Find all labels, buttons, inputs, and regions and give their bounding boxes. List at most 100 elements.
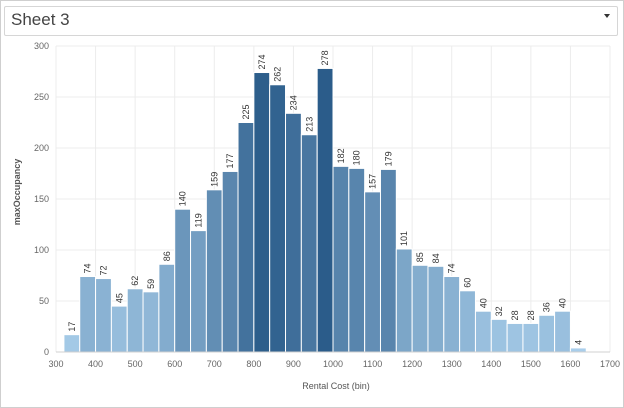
sheet-title: Sheet 3: [11, 10, 70, 29]
bar-value-label: 262: [273, 67, 283, 82]
histogram-bar[interactable]: [490, 318, 508, 353]
x-tick-label: 900: [286, 359, 301, 369]
histogram-bar[interactable]: [364, 191, 381, 353]
value-labels-layer: 17 74 72 45 62 59 86 140 119 159 177 225 274 262 234 21…: [67, 50, 584, 345]
bar-value-label: 74: [447, 264, 457, 274]
bar-value-label: 225: [241, 104, 251, 119]
bar-value-label: 72: [98, 266, 108, 276]
histogram-bar[interactable]: [506, 322, 524, 353]
x-tick-label: 1600: [560, 359, 580, 369]
bar-value-label: 85: [415, 252, 425, 262]
histogram-bar[interactable]: [174, 208, 192, 353]
y-axis-title: maxOccupancy: [12, 159, 22, 226]
bar-value-label: 119: [193, 213, 203, 227]
y-tick-label: 200: [34, 143, 49, 153]
x-tick-label: 800: [246, 359, 261, 369]
x-axis: 300 400 500 600 700 800 900 1000 1100 1200 1300 140…: [48, 351, 620, 369]
bar-value-label: 28: [526, 310, 536, 320]
bar-value-label: 179: [383, 151, 393, 166]
bar-value-label: 40: [478, 298, 488, 308]
bar-value-label: 40: [558, 298, 568, 308]
bar-value-label: 62: [130, 276, 140, 286]
histogram-bar[interactable]: [253, 72, 271, 353]
histogram-bar[interactable]: [554, 310, 571, 353]
chart-area: 17 74 72 45 62 59 86 140 119 159 177 225 274 262 234 21…: [6, 38, 620, 400]
histogram-bar[interactable]: [285, 112, 302, 353]
bar-value-label: 274: [257, 54, 267, 69]
y-tick-label: 100: [34, 245, 49, 255]
x-tick-label: 300: [48, 359, 63, 369]
y-axis: 0 50 100 150 200 250 300: [34, 41, 49, 357]
histogram-bar[interactable]: [395, 248, 413, 353]
histogram-bar[interactable]: [427, 265, 445, 353]
histogram-bar[interactable]: [190, 230, 207, 353]
y-tick-label: 300: [34, 41, 49, 51]
x-tick-label: 1200: [402, 359, 422, 369]
histogram-bar[interactable]: [269, 84, 287, 353]
bar-value-label: 86: [162, 251, 172, 261]
histogram-bar[interactable]: [459, 290, 476, 353]
y-tick-label: 0: [44, 347, 49, 357]
histogram-bar[interactable]: [126, 288, 144, 353]
x-tick-label: 1300: [442, 359, 462, 369]
bar-value-label: 74: [83, 264, 93, 274]
histogram-bar[interactable]: [522, 322, 540, 353]
bar-value-label: 101: [399, 231, 409, 246]
bar-value-label: 36: [542, 302, 552, 312]
histogram-bar[interactable]: [569, 347, 587, 353]
sheet-title-bar[interactable]: Sheet 3: [4, 6, 618, 36]
histogram-bar[interactable]: [538, 314, 556, 353]
bar-value-label: 84: [431, 253, 441, 263]
bar-value-label: 157: [368, 174, 378, 189]
x-tick-label: 1100: [363, 359, 382, 369]
histogram-bar[interactable]: [205, 189, 223, 353]
x-tick-label: 400: [88, 359, 103, 369]
bar-value-label: 32: [494, 306, 504, 316]
y-tick-label: 50: [39, 296, 49, 306]
x-axis-title: Rental Cost (bin): [302, 381, 370, 391]
histogram-bar[interactable]: [474, 310, 492, 353]
x-tick-label: 1500: [521, 359, 541, 369]
histogram-bar[interactable]: [237, 122, 255, 353]
x-tick-label: 1400: [481, 359, 501, 369]
histogram-bar[interactable]: [95, 278, 112, 353]
bar-value-label: 45: [114, 293, 124, 303]
x-tick-label: 1000: [323, 359, 343, 369]
histogram-bar[interactable]: [348, 167, 366, 353]
bar-value-label: 60: [463, 278, 473, 288]
bars-layer: [63, 67, 587, 353]
x-tick-label: 600: [167, 359, 182, 369]
histogram-bar[interactable]: [158, 263, 176, 353]
bar-value-label: 28: [510, 310, 520, 320]
histogram-bar[interactable]: [379, 168, 397, 353]
bar-value-label: 213: [304, 117, 314, 132]
x-tick-label: 500: [128, 359, 143, 369]
histogram-bar[interactable]: [316, 67, 334, 353]
histogram-bar[interactable]: [110, 305, 128, 353]
histogram-chart: 17 74 72 45 62 59 86 140 119 159 177 225 274 262 234 21…: [12, 41, 620, 391]
bar-value-label: 182: [336, 148, 346, 163]
histogram-bar[interactable]: [63, 334, 81, 353]
histogram-bar[interactable]: [443, 276, 461, 353]
bar-value-label: 177: [225, 153, 235, 168]
bar-value-label: 159: [209, 172, 219, 187]
bar-value-label: 278: [320, 50, 330, 65]
histogram-bar[interactable]: [221, 170, 239, 353]
bar-value-label: 4: [573, 340, 583, 345]
chevron-down-icon[interactable]: [604, 14, 610, 18]
y-tick-label: 150: [34, 194, 49, 204]
x-tick-label: 700: [207, 359, 222, 369]
bar-value-label: 140: [178, 191, 188, 206]
x-tick-label: 1700: [600, 359, 620, 369]
histogram-bar[interactable]: [79, 276, 97, 353]
bar-value-label: 59: [146, 279, 156, 289]
bar-value-label: 180: [352, 150, 362, 165]
y-tick-label: 250: [34, 92, 49, 102]
bar-value-label: 17: [67, 322, 77, 332]
bar-value-label: 234: [288, 95, 298, 110]
histogram-bar[interactable]: [300, 134, 318, 353]
histogram-bar[interactable]: [332, 165, 350, 353]
histogram-bar[interactable]: [411, 264, 429, 353]
histogram-bar[interactable]: [142, 291, 160, 353]
